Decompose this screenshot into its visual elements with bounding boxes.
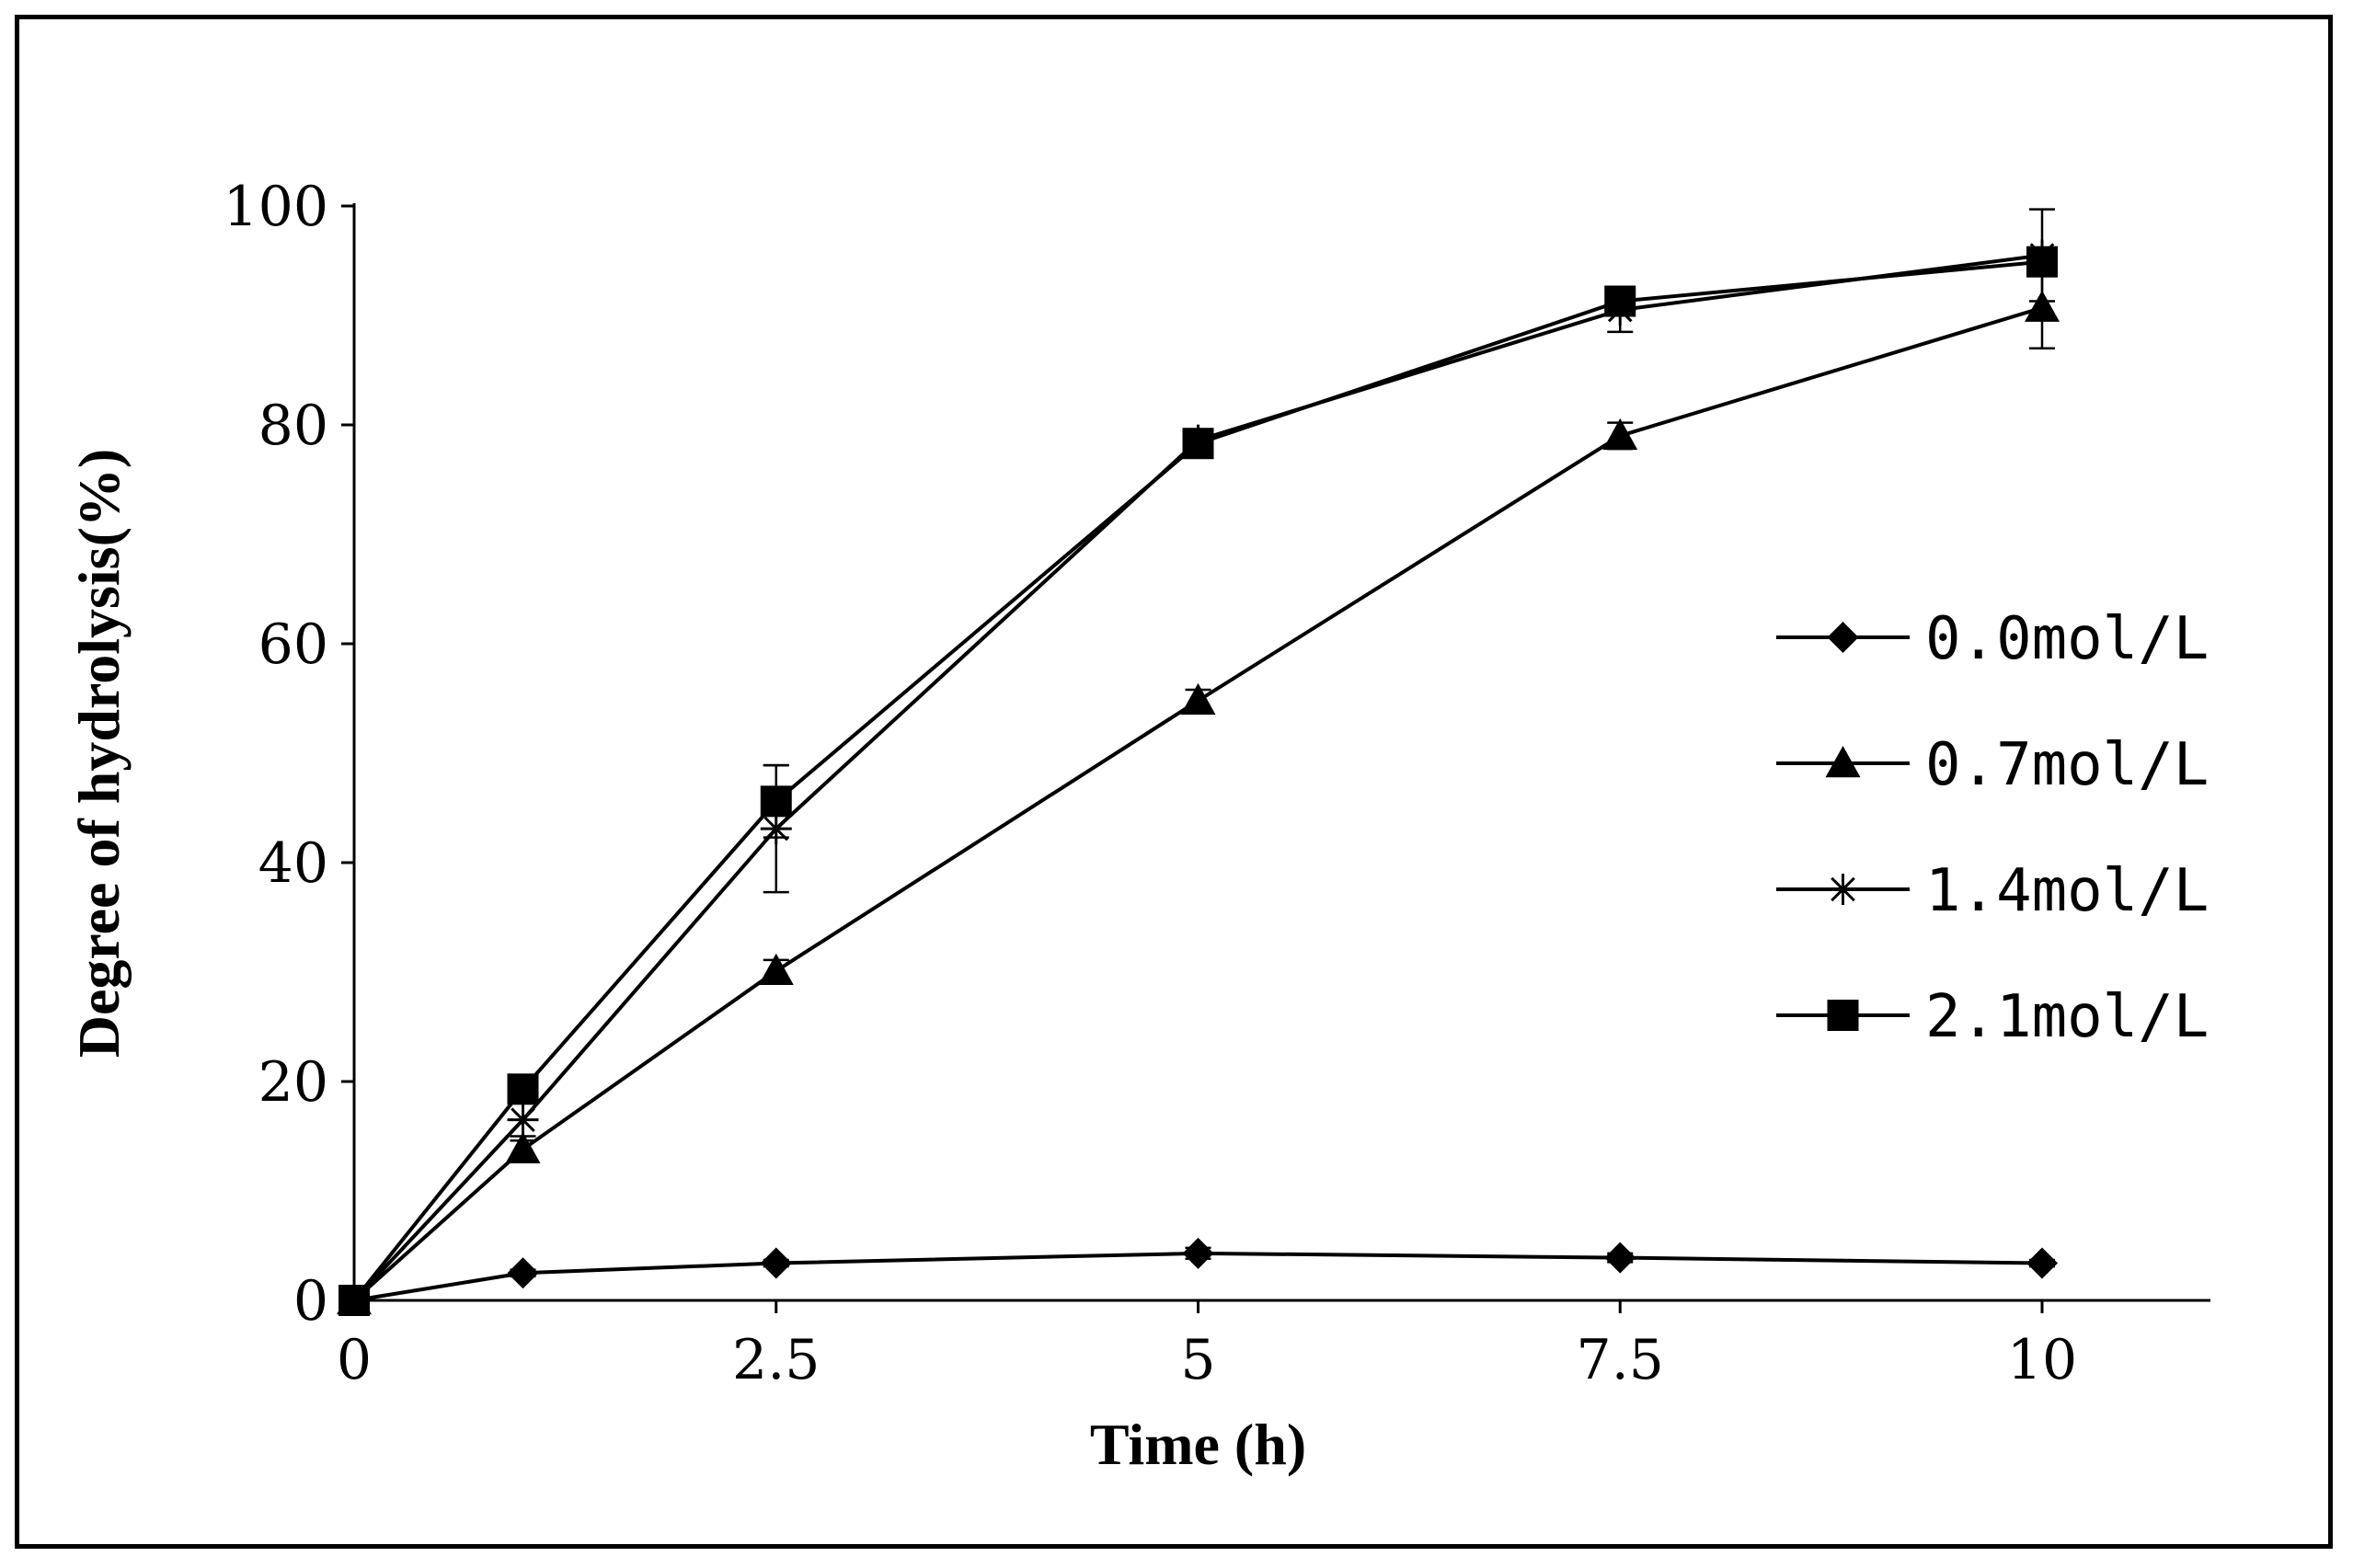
y-tick-label: 20 bbox=[258, 1050, 328, 1115]
series-line bbox=[352, 259, 2043, 1302]
series-layer bbox=[337, 208, 2060, 1316]
diamond-marker bbox=[507, 1257, 539, 1289]
x-tick-label: 0 bbox=[337, 1328, 372, 1392]
square-marker bbox=[1827, 1000, 1859, 1031]
diamond-marker bbox=[760, 1247, 792, 1279]
square-marker bbox=[339, 1285, 370, 1316]
legend-item: 0.7mol/L bbox=[1776, 731, 2209, 799]
y-tick-label: 100 bbox=[223, 175, 328, 239]
y-tick-label: 60 bbox=[258, 612, 328, 677]
series-line bbox=[352, 305, 2043, 1302]
square-marker bbox=[2026, 246, 2058, 278]
triangle-marker bbox=[1180, 682, 1216, 715]
square-marker bbox=[507, 1073, 539, 1105]
legend-item: 0.0mol/L bbox=[1776, 605, 2209, 673]
axes bbox=[352, 203, 2210, 1302]
legend-item: 2.1mol/L bbox=[1776, 983, 2209, 1051]
series-0.7mol/L bbox=[337, 266, 2060, 1315]
y-axis-ticks: 0 20 40 60 80 100 bbox=[223, 175, 354, 1333]
x-tick-label: 2.5 bbox=[732, 1328, 820, 1392]
series-2.1mol/L bbox=[339, 246, 2058, 1316]
series-line bbox=[353, 1251, 2043, 1302]
legend-label: 2.1mol/L bbox=[1925, 983, 2209, 1051]
triangle-marker bbox=[505, 1131, 541, 1163]
legend-label: 0.7mol/L bbox=[1925, 731, 2209, 799]
line-chart: 0 20 40 60 80 100 0 2.5 5 7.5 10 Degree of hydrol… bbox=[66, 175, 2210, 1477]
triangle-marker bbox=[1602, 418, 1638, 451]
x-tick-label: 5 bbox=[1180, 1328, 1215, 1392]
legend-label: 1.4mol/L bbox=[1925, 857, 2209, 925]
legend-label: 0.0mol/L bbox=[1925, 605, 2209, 673]
y-axis-title: Degree of hydrolysis(%) bbox=[66, 449, 132, 1058]
diamond-marker bbox=[1827, 622, 1859, 653]
x-tick-label: 7.5 bbox=[1577, 1328, 1664, 1392]
square-marker bbox=[1182, 428, 1214, 460]
diamond-marker bbox=[1604, 1242, 1636, 1274]
y-tick-label: 0 bbox=[293, 1269, 328, 1333]
triangle-marker bbox=[1825, 746, 1861, 778]
asterisk-stroke bbox=[1831, 876, 1855, 902]
square-marker bbox=[760, 785, 792, 818]
x-tick-label: 10 bbox=[2007, 1328, 2077, 1392]
y-tick-label: 40 bbox=[258, 831, 328, 896]
asterisk-stroke bbox=[511, 1107, 535, 1132]
square-marker bbox=[1604, 285, 1636, 317]
diamond-marker bbox=[2026, 1247, 2058, 1279]
x-axis-ticks: 0 2.5 5 7.5 10 bbox=[337, 1300, 2077, 1392]
triangle-marker bbox=[2025, 290, 2060, 322]
figure-frame: 0 20 40 60 80 100 0 2.5 5 7.5 10 Degree of hydrol… bbox=[15, 15, 2333, 1549]
legend: 0.0mol/L 0.7mol/L 1.4mol/L 2.1mol/L bbox=[1776, 605, 2209, 1051]
legend-item: 1.4mol/L bbox=[1776, 857, 2209, 925]
x-axis-title: Time (h) bbox=[1090, 1412, 1306, 1477]
diamond-marker bbox=[1182, 1237, 1214, 1269]
triangle-marker bbox=[758, 953, 794, 986]
asterisk-marker bbox=[507, 1104, 539, 1136]
asterisk-marker bbox=[1827, 874, 1859, 905]
y-tick-label: 80 bbox=[258, 394, 328, 458]
series-line bbox=[352, 253, 2043, 1302]
